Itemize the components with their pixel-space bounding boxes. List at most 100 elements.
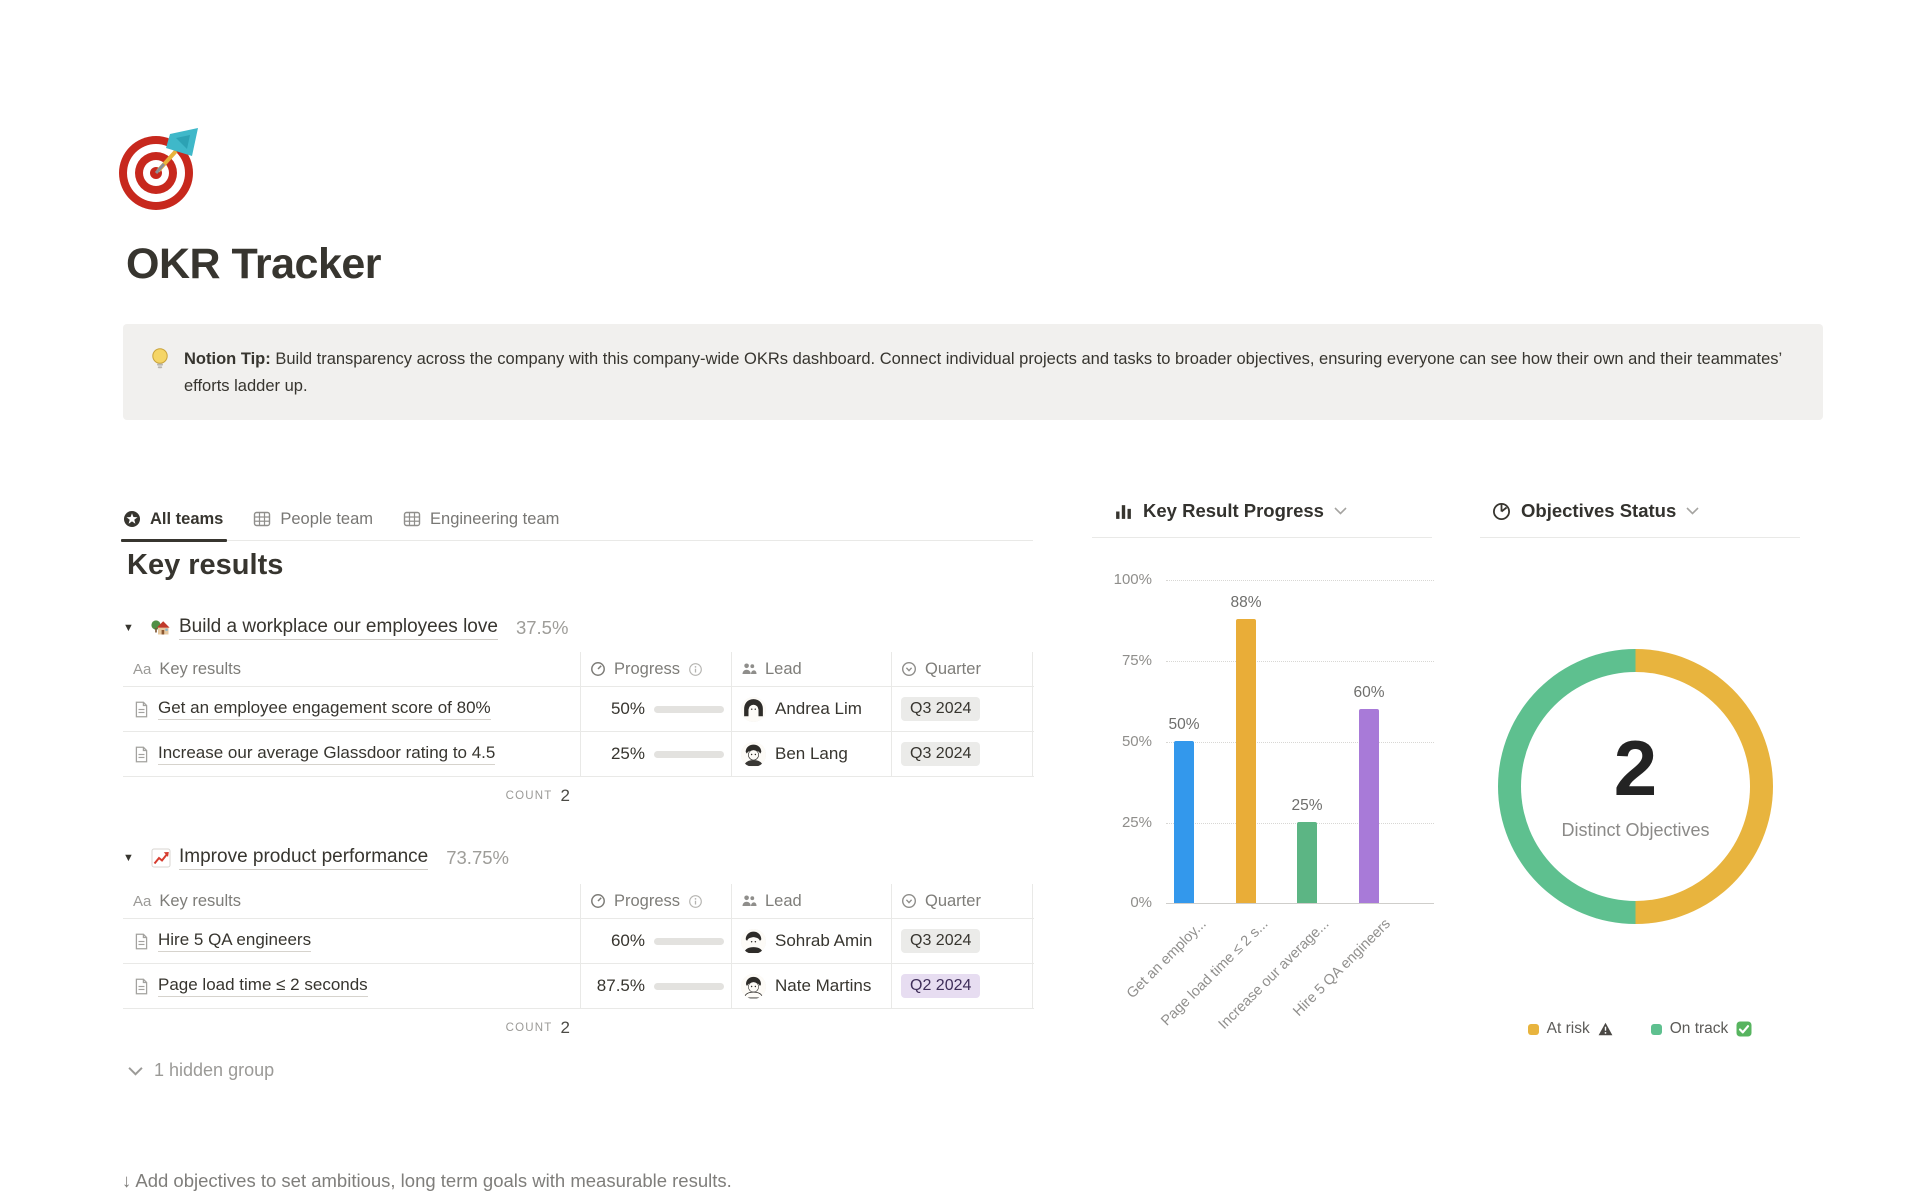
notion-tip-callout: Notion Tip: Build transparency across th… xyxy=(123,324,1823,420)
bar-group: 60% xyxy=(1353,684,1385,903)
cell-quarter[interactable]: Q3 2024 xyxy=(891,919,1033,963)
chevron-down-icon xyxy=(1686,507,1699,515)
cell-quarter[interactable]: Q3 2024 xyxy=(891,687,1033,731)
dartboard-icon xyxy=(119,128,198,210)
tab-people-team[interactable]: People team xyxy=(253,498,373,540)
key-results-table-1: Aa Key results Progress xyxy=(123,652,1034,815)
group-percent: 73.75% xyxy=(446,847,509,868)
gridline xyxy=(1166,742,1434,743)
donut-hole xyxy=(1521,672,1750,901)
view-tabs: All teams People team Engineering team xyxy=(120,498,1033,542)
column-header-name[interactable]: Aa Key results xyxy=(123,892,580,911)
key-result-link[interactable]: Hire 5 QA engineers xyxy=(158,930,312,952)
chart-title: Objectives Status xyxy=(1521,500,1677,521)
cell-quarter[interactable]: Q2 2024 xyxy=(891,964,1033,1008)
cell-name[interactable]: Get an employee engagement score of 80% xyxy=(123,698,580,720)
column-header-progress[interactable]: Progress xyxy=(580,652,731,686)
table-row: Get an employee engagement score of 80% … xyxy=(123,687,1034,732)
star-circle-icon xyxy=(124,511,140,527)
column-header-lead[interactable]: Lead xyxy=(731,884,891,918)
section-title: Key results xyxy=(127,549,284,581)
count-value: 2 xyxy=(560,1018,570,1037)
bar-group: 25% xyxy=(1291,797,1323,903)
bar-group: 50% xyxy=(1168,716,1200,903)
key-result-link[interactable]: Get an employee engagement score of 80% xyxy=(158,698,491,720)
toggle-triangle-icon[interactable]: ▼ xyxy=(123,852,134,864)
tab-all-teams[interactable]: All teams xyxy=(120,498,228,542)
text-property-icon: Aa xyxy=(133,660,152,678)
legend-item-on-track[interactable]: On track xyxy=(1650,1020,1753,1038)
column-header-quarter[interactable]: Quarter xyxy=(891,652,1033,686)
check-icon xyxy=(1736,1021,1752,1037)
cell-progress[interactable]: 50% xyxy=(580,687,731,731)
pie-chart-header[interactable]: Objectives Status xyxy=(1492,500,1699,522)
hidden-group-toggle[interactable]: 1 hidden group xyxy=(128,1060,274,1081)
page-icon-dartboard[interactable] xyxy=(114,120,208,214)
info-icon[interactable] xyxy=(688,662,703,677)
toggle-triangle-icon[interactable]: ▼ xyxy=(123,622,134,634)
donut-center-label: Distinct Objectives xyxy=(1561,820,1710,840)
pie-chart-icon xyxy=(1493,502,1510,520)
quarter-badge: Q3 2024 xyxy=(901,929,981,953)
lead-name: Ben Lang xyxy=(775,744,848,763)
tab-engineering-team[interactable]: Engineering team xyxy=(403,498,559,540)
callout-text: Notion Tip: Build transparency across th… xyxy=(184,346,1784,400)
bar[interactable] xyxy=(1297,822,1317,903)
bar[interactable] xyxy=(1236,619,1256,903)
group-header-product: ▼ Improve product performance 73.75% xyxy=(123,842,509,874)
lead-name: Andrea Lim xyxy=(775,699,862,718)
info-icon[interactable] xyxy=(688,894,703,909)
column-header-name[interactable]: Aa Key results xyxy=(123,660,580,679)
column-label: Key results xyxy=(159,659,241,678)
legend-item-at-risk[interactable]: At risk xyxy=(1527,1020,1613,1038)
cell-quarter[interactable]: Q3 2024 xyxy=(891,732,1033,776)
cell-progress[interactable]: 60% xyxy=(580,919,731,963)
cell-lead[interactable]: Andrea Lim xyxy=(731,687,891,731)
bar-group: 88% xyxy=(1230,594,1262,903)
lead-name: Nate Martins xyxy=(775,976,872,995)
cell-name[interactable]: Page load time ≤ 2 seconds xyxy=(123,975,580,997)
column-header-progress[interactable]: Progress xyxy=(580,884,731,918)
panel-divider xyxy=(1092,537,1432,538)
column-label: Progress xyxy=(614,659,681,678)
table-grid-icon xyxy=(254,511,271,527)
warning-icon xyxy=(1598,1022,1613,1036)
bar-chart-header[interactable]: Key Result Progress xyxy=(1114,500,1347,522)
gauge-icon xyxy=(591,894,605,908)
group-title-link[interactable]: Build a workplace our employees love xyxy=(179,616,498,640)
column-header-lead[interactable]: Lead xyxy=(731,652,891,686)
key-result-link[interactable]: Increase our average Glassdoor rating to… xyxy=(158,743,496,765)
bar-value-label: 88% xyxy=(1230,594,1262,611)
count-row[interactable]: COUNT 2 xyxy=(123,777,580,815)
cell-lead[interactable]: Nate Martins xyxy=(731,964,891,1008)
avatar xyxy=(741,741,766,767)
legend-swatch xyxy=(1527,1023,1539,1035)
count-value: 2 xyxy=(560,786,570,805)
cell-name[interactable]: Increase our average Glassdoor rating to… xyxy=(123,743,580,765)
y-tick: 0% xyxy=(1130,894,1152,911)
chart-increasing-icon xyxy=(151,848,179,868)
column-header-quarter[interactable]: Quarter xyxy=(891,884,1033,918)
cell-progress[interactable]: 25% xyxy=(580,732,731,776)
x-axis-line xyxy=(1166,903,1434,904)
cell-lead[interactable]: Ben Lang xyxy=(731,732,891,776)
callout-bold: Notion Tip: xyxy=(184,350,271,368)
text-property-icon: Aa xyxy=(133,892,152,910)
cell-lead[interactable]: Sohrab Amin xyxy=(731,919,891,963)
count-row[interactable]: COUNT 2 xyxy=(123,1009,580,1047)
donut-ring[interactable] xyxy=(1498,649,1773,924)
avatar xyxy=(741,696,766,722)
page-title: OKR Tracker xyxy=(126,240,382,288)
cell-progress[interactable]: 87.5% xyxy=(580,964,731,1008)
bar[interactable] xyxy=(1174,741,1194,903)
legend-label: On track xyxy=(1669,1020,1729,1037)
bar[interactable] xyxy=(1359,709,1379,903)
group-title-link[interactable]: Improve product performance xyxy=(179,846,429,870)
avatar xyxy=(741,973,766,999)
key-result-link[interactable]: Page load time ≤ 2 seconds xyxy=(158,975,368,997)
people-icon xyxy=(742,663,757,674)
x-tick-label: Page load time ≤ 2 s... xyxy=(1158,916,1272,1030)
column-label: Progress xyxy=(614,891,681,910)
footer-note: ↓ Add objectives to set ambitious, long … xyxy=(122,1170,732,1191)
cell-name[interactable]: Hire 5 QA engineers xyxy=(123,930,580,952)
